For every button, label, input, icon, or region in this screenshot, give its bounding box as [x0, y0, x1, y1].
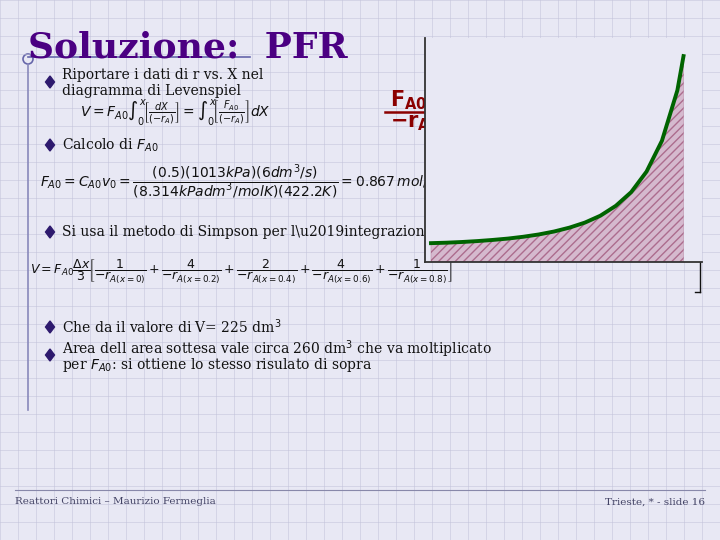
Text: Trieste, * - slide 16: Trieste, * - slide 16 — [605, 497, 705, 507]
Text: Riportare i dati di r vs. X nel: Riportare i dati di r vs. X nel — [62, 68, 264, 82]
Polygon shape — [45, 139, 55, 151]
Text: Si usa il metodo di Simpson per l\u2019integrazione:: Si usa il metodo di Simpson per l\u2019i… — [62, 225, 438, 239]
Text: diagramma di Levenspiel: diagramma di Levenspiel — [62, 84, 241, 98]
Text: $V = F_{A0}\dfrac{\Delta x}{3}\!\left[\dfrac{1}{-r_{A(x=0)}}+\dfrac{4}{-r_{A(x=0: $V = F_{A0}\dfrac{\Delta x}{3}\!\left[\d… — [30, 258, 453, 286]
Polygon shape — [45, 321, 55, 333]
Text: $\mathbf{F_{A0}}$: $\mathbf{F_{A0}}$ — [390, 88, 427, 112]
Text: $V = F_{A0}\int_0^x\!\left[\frac{dX}{(-r_A)}\right] = \int_0^x\!\left[\frac{F_{A: $V = F_{A0}\int_0^x\!\left[\frac{dX}{(-r… — [80, 98, 271, 128]
Text: Che da il valore di V= 225 dm$^3$: Che da il valore di V= 225 dm$^3$ — [62, 318, 282, 336]
Text: Area dell area sottesa vale circa 260 dm$^3$ che va moltiplicato: Area dell area sottesa vale circa 260 dm… — [62, 338, 492, 360]
Text: Calcolo di $F_{A0}$: Calcolo di $F_{A0}$ — [62, 136, 158, 154]
Text: Soluzione:  PFR: Soluzione: PFR — [28, 30, 348, 64]
Polygon shape — [45, 76, 55, 88]
Text: $\mathbf{X}$: $\mathbf{X}$ — [640, 167, 659, 189]
Text: $\mathbf{-r_A}$: $\mathbf{-r_A}$ — [390, 113, 431, 133]
Polygon shape — [45, 349, 55, 361]
Polygon shape — [45, 226, 55, 238]
Text: $F_{A0} = C_{A0}v_0 = \dfrac{(0.5)(1013kPa)(6dm^3/s)}{(8.314kPadm^3/molK)(422.2K: $F_{A0} = C_{A0}v_0 = \dfrac{(0.5)(1013k… — [40, 163, 436, 201]
Text: per $F_{A0}$: si ottiene lo stesso risulato di sopra: per $F_{A0}$: si ottiene lo stesso risul… — [62, 356, 372, 374]
Text: Reattori Chimici – Maurizio Fermeglia: Reattori Chimici – Maurizio Fermeglia — [15, 497, 216, 507]
